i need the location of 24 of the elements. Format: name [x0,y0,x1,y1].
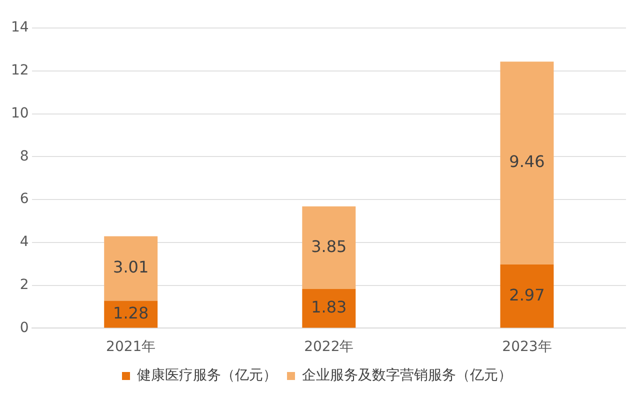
y-tick-label: 4 [20,234,29,250]
data-label: 1.83 [311,297,347,316]
y-tick-label: 6 [20,191,29,208]
y-tick-label: 14 [10,20,29,36]
bar [500,264,554,328]
y-tick-label: 2 [20,276,29,293]
data-label: 2.97 [509,285,545,304]
y-tick-label: 8 [20,148,29,164]
data-label: 1.28 [113,303,149,322]
bar [302,206,356,289]
legend-label: 企业服务及数字营销服务（亿元） [302,368,512,384]
bar [500,62,554,265]
data-label: 9.46 [509,152,545,172]
x-tick-label: 2023年 [502,339,552,356]
x-tick-label: 2021年 [106,339,156,356]
bar [302,288,356,328]
data-label: 3.01 [113,258,149,277]
x-tick-label: 2022年 [304,339,354,356]
legend-label: 健康医疗服务（亿元） [137,368,277,384]
y-tick-label: 12 [10,62,29,79]
y-tick-label: 0 [20,320,29,336]
data-label: 3.85 [311,236,347,256]
y-tick-label: 10 [10,105,29,122]
bar [104,236,158,301]
